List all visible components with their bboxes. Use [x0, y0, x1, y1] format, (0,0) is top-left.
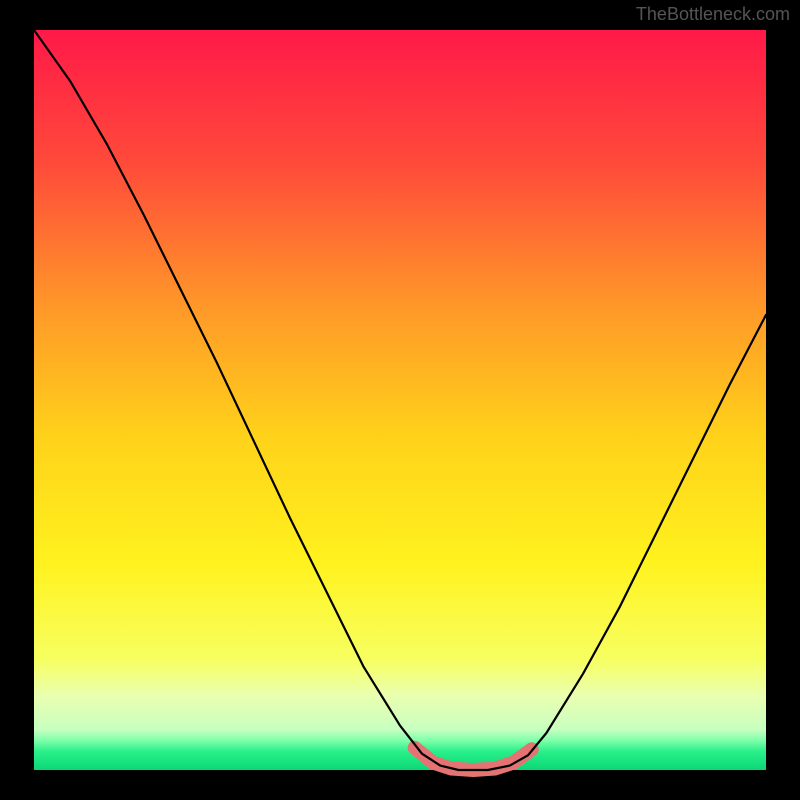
attribution-text: TheBottleneck.com: [636, 4, 790, 25]
plot-background: [34, 30, 766, 770]
chart-container: TheBottleneck.com: [0, 0, 800, 800]
bottleneck-chart: [0, 0, 800, 800]
